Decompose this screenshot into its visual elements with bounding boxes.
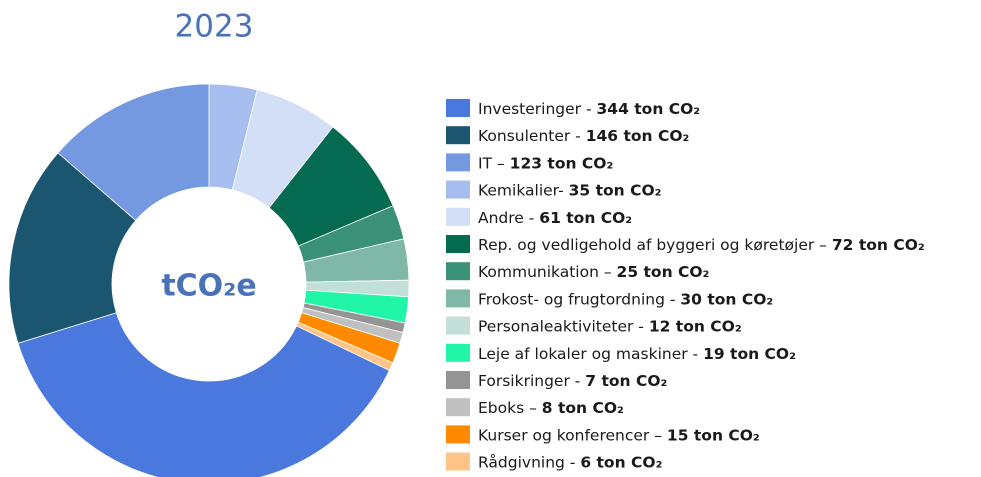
legend-swatch — [446, 425, 470, 444]
legend-value: 72 ton CO₂ — [832, 236, 925, 254]
legend-value: 8 ton CO₂ — [542, 399, 624, 417]
legend-entry: Kommunikation – 25 ton CO₂ — [478, 263, 709, 281]
slice — [57, 83, 210, 221]
legend-label: Investeringer - — [478, 100, 592, 118]
legend-swatch — [446, 262, 470, 281]
legend-swatch — [446, 452, 470, 471]
legend-label: IT – — [478, 154, 505, 172]
legend-swatch — [446, 180, 470, 199]
legend-entry: Rådgivning - 6 ton CO₂ — [478, 453, 662, 471]
legend-label: Rep. og vedligehold af byggeri og køretø… — [478, 236, 827, 254]
legend-swatch — [446, 343, 470, 362]
slice — [8, 152, 137, 344]
legend-label: Frokost- og frugtordning - — [478, 290, 675, 308]
legend-value: 19 ton CO₂ — [703, 344, 796, 362]
legend-entry: Leje af lokaler og maskiner - 19 ton CO₂ — [478, 344, 796, 362]
legend-value: 35 ton CO₂ — [569, 181, 662, 199]
legend-swatch — [446, 153, 470, 172]
legend-label: Kommunikation – — [478, 263, 612, 281]
legend-label: Kemikalier- — [478, 181, 564, 199]
legend-entry: Forsikringer - 7 ton CO₂ — [478, 372, 667, 390]
legend-label: Forsikringer - — [478, 372, 580, 390]
legend-entry: Andre - 61 ton CO₂ — [478, 208, 632, 226]
center-label: tCO₂e — [161, 269, 256, 304]
legend-label: Andre - — [478, 208, 534, 226]
legend-label: Leje af lokaler og maskiner - — [478, 344, 698, 362]
legend-entry: Personaleaktiviteter - 12 ton CO₂ — [478, 317, 742, 335]
legend-label: Rådgivning - — [478, 453, 575, 471]
legend-value: 61 ton CO₂ — [539, 208, 632, 226]
legend-value: 25 ton CO₂ — [617, 263, 710, 281]
legend-entry: Frokost- og frugtordning - 30 ton CO₂ — [478, 290, 773, 308]
legend-entry: Rep. og vedligehold af byggeri og køretø… — [478, 236, 925, 254]
legend-value: 6 ton CO₂ — [580, 453, 662, 471]
legend-label: Personaleaktiviteter - — [478, 317, 644, 335]
legend: Investeringer - 344 ton CO₂ Konsulenter -… — [446, 99, 925, 471]
legend-value: 344 ton CO₂ — [597, 100, 701, 118]
legend-label: Eboks – — [478, 399, 537, 417]
legend-value: 30 ton CO₂ — [680, 290, 773, 308]
legend-swatch — [446, 126, 470, 145]
legend-value: 15 ton CO₂ — [667, 426, 760, 444]
legend-value: 12 ton CO₂ — [649, 317, 742, 335]
legend-label: Konsulenter - — [478, 127, 581, 145]
legend-swatch — [446, 235, 470, 253]
legend-swatch — [446, 316, 470, 335]
donut — [8, 83, 410, 477]
legend-swatch — [446, 99, 470, 117]
legend-swatch — [446, 398, 470, 417]
legend-value: 7 ton CO₂ — [585, 372, 667, 390]
legend-swatch — [446, 207, 470, 226]
legend-entry: Konsulenter - 146 ton CO₂ — [478, 127, 689, 145]
legend-entry: Eboks – 8 ton CO₂ — [478, 399, 624, 417]
legend-entry: Kemikalier- 35 ton CO₂ — [478, 181, 661, 199]
legend-entry: Investeringer - 344 ton CO₂ — [478, 100, 700, 118]
legend-value: 146 ton CO₂ — [586, 127, 690, 145]
legend-label: Kurser og konferencer – — [478, 426, 662, 444]
legend-value: 123 ton CO₂ — [510, 154, 614, 172]
slice — [17, 312, 390, 477]
legend-entry: IT – 123 ton CO₂ — [478, 154, 613, 172]
chart-title: 2023 — [175, 9, 254, 45]
legend-swatch — [446, 289, 470, 308]
legend-entry: Kurser og konferencer – 15 ton CO₂ — [478, 426, 760, 444]
legend-swatch — [446, 371, 470, 389]
